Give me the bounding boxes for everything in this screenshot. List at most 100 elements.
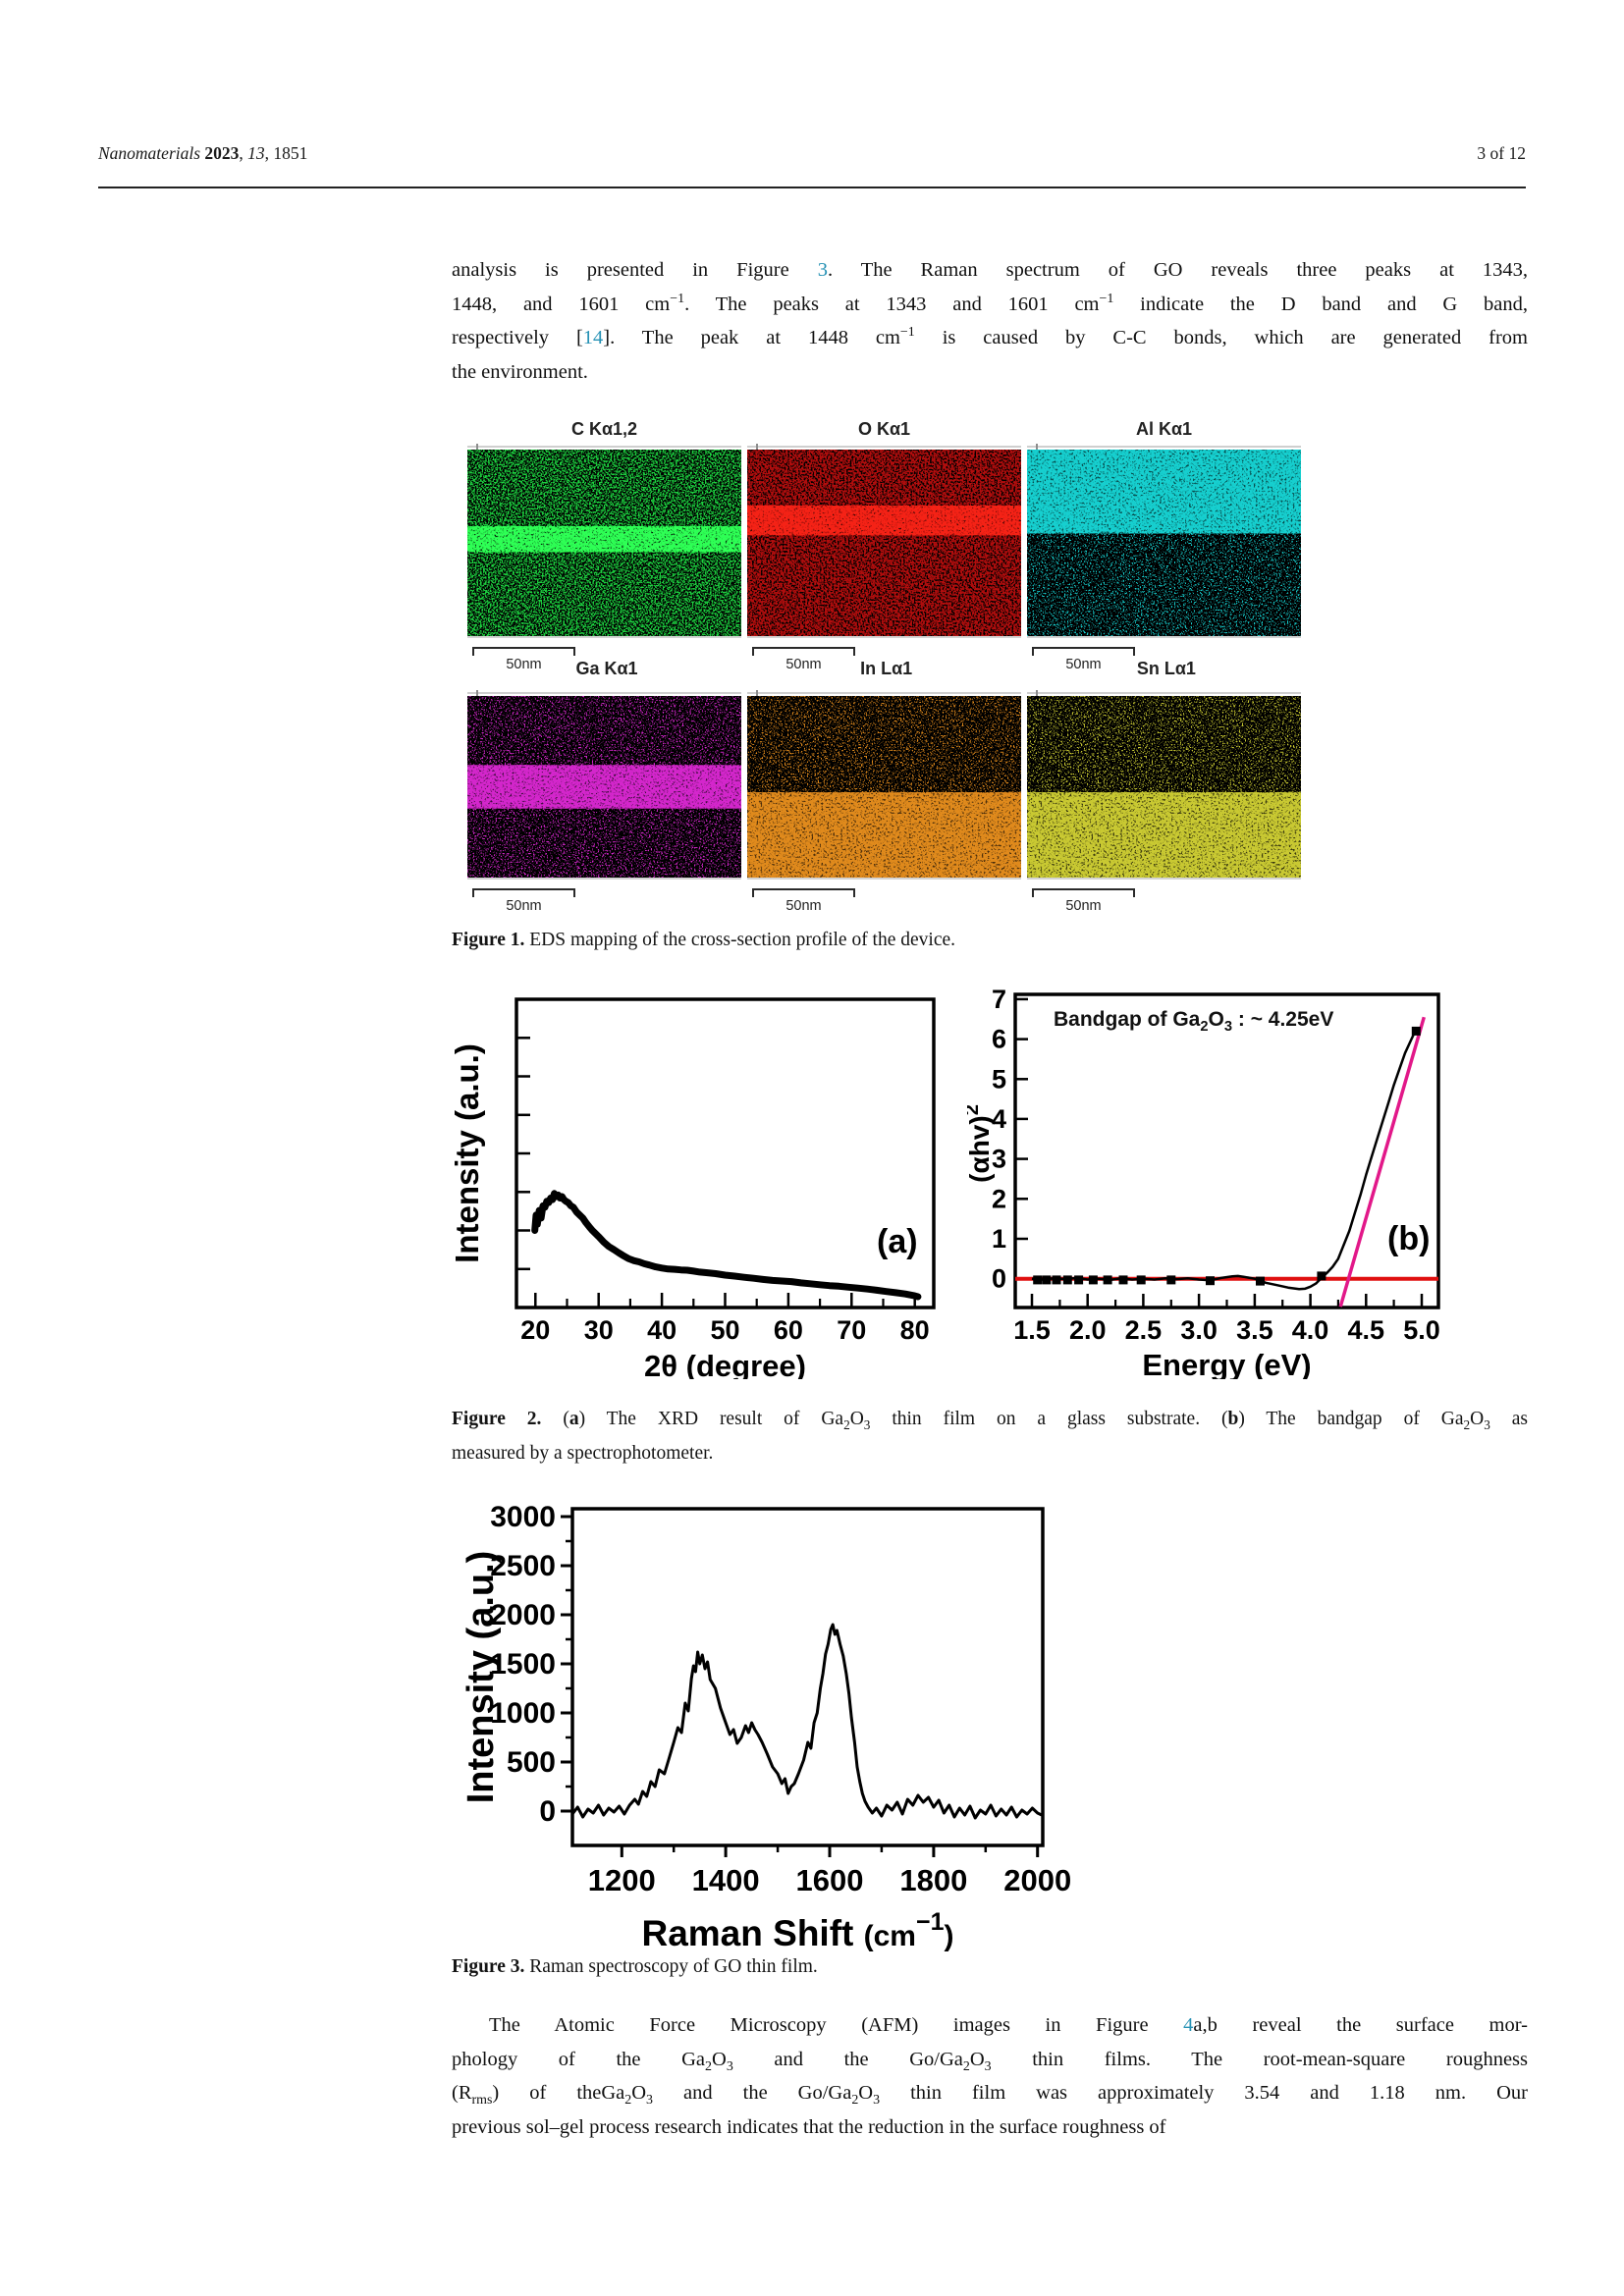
text-line: analysis is presented in Figure 3. The R…: [452, 259, 1529, 281]
paragraph-raman-text: analysis is presented in Figure 3. The R…: [452, 253, 1528, 389]
citation-link[interactable]: 3: [817, 259, 828, 281]
eds-panel: [467, 690, 741, 880]
eds-cell: C Kα1,2: [467, 416, 741, 446]
svg-text:5.0: 5.0: [1403, 1315, 1440, 1345]
svg-text:1200: 1200: [588, 1863, 656, 1897]
eds-panel: [1027, 444, 1301, 638]
panel-ruler: [467, 690, 741, 696]
eds-noise-image: [747, 696, 1021, 878]
header-rule: [98, 187, 1526, 188]
scale-bar: 50nm: [752, 888, 855, 914]
svg-text:7: 7: [992, 987, 1006, 1014]
svg-text:0: 0: [992, 1264, 1006, 1294]
chart-bandgap: 0 1 2 3 4 5 6 7 1.5 2.0 2.5 3.0 3.5 4.0 4.5 5.0 Energy (…: [967, 987, 1458, 1379]
eds-panel-image: [1027, 450, 1301, 638]
svg-text:70: 70: [837, 1315, 866, 1345]
text-line: Figure 2. (a) The XRD result of Ga2O3 th…: [452, 1409, 1528, 1432]
svg-text:2θ (degree): 2θ (degree): [644, 1349, 806, 1379]
svg-text:2000: 2000: [490, 1599, 556, 1631]
eds-cell: 50nm: [747, 880, 1021, 929]
eds-panel-label: Ga Kα1: [575, 659, 638, 678]
text-line: Figure 3. Raman spectroscopy of GO thin …: [452, 1956, 818, 1977]
svg-text:2000: 2000: [1003, 1863, 1071, 1897]
scale-bar: 50nm: [752, 647, 855, 672]
svg-text:4.5: 4.5: [1348, 1315, 1385, 1345]
text-line: phology of the Ga2O3 and the Go/Ga2O3 th…: [452, 2048, 1528, 2074]
svg-text:2.0: 2.0: [1069, 1315, 1107, 1345]
eds-panel: [747, 444, 1021, 638]
svg-text:(b): (b): [1387, 1220, 1430, 1257]
svg-text:1800: 1800: [899, 1863, 967, 1897]
eds-panel-image: [467, 450, 741, 638]
scale-bar-label: 50nm: [785, 657, 822, 672]
eds-cell: 50nm: [467, 880, 741, 929]
eds-panel-image: [1027, 696, 1301, 880]
svg-text:4: 4: [992, 1104, 1006, 1134]
scale-bar-label: 50nm: [1065, 898, 1102, 914]
text-line: Bandgap of Ga2O3 : ~ 4.25eV: [1054, 1008, 1334, 1036]
svg-text:Energy (eV): Energy (eV): [1142, 1348, 1311, 1379]
svg-text:3.0: 3.0: [1180, 1315, 1218, 1345]
text-line: (Rrms) of theGa2O3 and the Go/Ga2O3 thin…: [452, 2082, 1528, 2109]
eds-panel: [1027, 690, 1301, 880]
scale-bar-bracket: [752, 647, 855, 656]
scale-bar-bracket: [472, 888, 575, 897]
svg-text:1000: 1000: [490, 1697, 556, 1730]
xrd-plot: 20 30 40 50 60 70 80 2θ (degree) Intensity (a.u.…: [452, 987, 943, 1379]
scale-bar-bracket: [1032, 647, 1135, 656]
svg-text:60: 60: [774, 1315, 803, 1345]
svg-text:1.5: 1.5: [1013, 1315, 1051, 1345]
svg-text:50: 50: [710, 1315, 739, 1345]
svg-text:1: 1: [992, 1224, 1006, 1254]
eds-panel-image: [747, 696, 1021, 880]
scale-bar-bracket: [472, 647, 575, 656]
svg-text:(αhv)2: (αhv)2: [967, 1104, 995, 1183]
scale-bar-bracket: [752, 888, 855, 897]
scale-bar: 50nm: [472, 647, 575, 672]
citation-link[interactable]: 14: [582, 327, 604, 349]
chart-xrd: 20 30 40 50 60 70 80 2θ (degree) Intensity (a.u.…: [452, 987, 943, 1379]
citation-link[interactable]: 4: [1183, 2014, 1194, 2036]
chart-raman: 0 500 1000 1500 2000 2500 3000 1200 1400 1600 1800…: [432, 1492, 1100, 1963]
eds-panels-row: [467, 444, 1301, 638]
eds-cell: 50nm In Lα1: [747, 638, 1021, 692]
eds-cell: 50nm Sn Lα1: [1027, 638, 1301, 692]
text-line: The Atomic Force Microscopy (AFM) images…: [489, 2014, 1528, 2036]
figure1-caption: Figure 1. EDS mapping of the cross-secti…: [452, 923, 1528, 957]
eds-panel: [747, 690, 1021, 880]
panel-ruler: [1027, 444, 1301, 450]
scale-bar: 50nm: [472, 888, 575, 914]
svg-text:Intensity (a.u.): Intensity (a.u.): [460, 1551, 502, 1804]
eds-panel: [467, 444, 741, 638]
text-line: previous sol–gel process research indica…: [452, 2115, 1166, 2138]
scale-bar-label: 50nm: [1065, 657, 1102, 672]
eds-panel-label: In Lα1: [860, 659, 913, 678]
page-header: Nanomaterials 2023, 13, 1851 3 of 12: [98, 143, 1526, 164]
scale-bar: 50nm: [1032, 888, 1135, 914]
panel-ruler: [747, 444, 1021, 450]
svg-text:5: 5: [992, 1064, 1006, 1094]
panel-ruler: [747, 690, 1021, 696]
eds-noise-image: [1027, 450, 1301, 636]
eds-labels-row: C Kα1,2 O Kα1 Al Kα1: [467, 416, 1301, 446]
svg-text:1600: 1600: [796, 1863, 864, 1897]
text-line: Figure 1. EDS mapping of the cross-secti…: [452, 930, 956, 950]
raman-plot: 0 500 1000 1500 2000 2500 3000 1200 1400 1600 1800…: [432, 1492, 1100, 1963]
svg-text:4.0: 4.0: [1292, 1315, 1329, 1345]
text-line: respectively [14]. The peak at 1448 cm−1…: [452, 325, 1528, 349]
journal-year: 2023: [204, 143, 240, 163]
eds-panel-image: [467, 696, 741, 880]
eds-noise-image: [467, 450, 741, 636]
svg-text:80: 80: [900, 1315, 930, 1345]
eds-cell: O Kα1: [747, 416, 1021, 446]
svg-text:2: 2: [992, 1184, 1006, 1213]
eds-noise-image: [1027, 696, 1301, 878]
svg-text:1500: 1500: [490, 1648, 556, 1681]
svg-text:(a): (a): [877, 1223, 918, 1260]
svg-text:30: 30: [584, 1315, 614, 1345]
eds-cell: 50nm Ga Kα1: [467, 638, 741, 692]
article-number: 1851: [273, 143, 308, 163]
svg-text:0: 0: [539, 1795, 556, 1828]
paragraph-afm-text: The Atomic Force Microscopy (AFM) images…: [452, 2008, 1528, 2144]
